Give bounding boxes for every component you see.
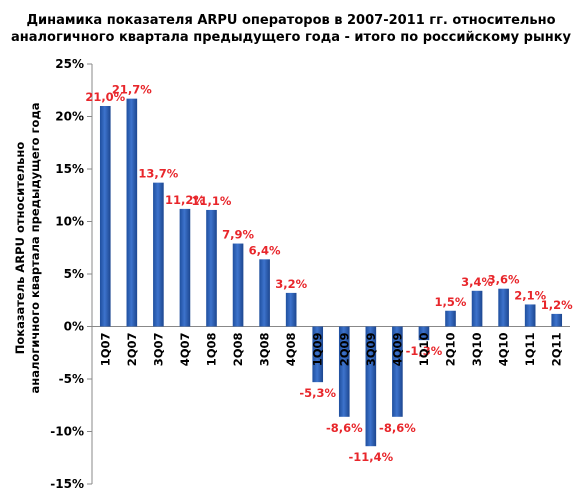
data-label: -8,6% <box>379 421 416 435</box>
bar <box>259 259 270 327</box>
axes <box>87 63 570 485</box>
x-tick-label: 4Q08 <box>284 333 298 367</box>
data-label: 21,7% <box>112 83 152 97</box>
data-label: 1,2% <box>541 298 573 312</box>
data-label: 11,2% <box>165 193 205 207</box>
data-label: -5,3% <box>299 386 336 400</box>
y-tick-label: -5% <box>59 372 84 386</box>
y-tick-label: 25% <box>55 57 84 71</box>
chart-title-line-2: аналогичного квартала предыдущего года -… <box>11 30 571 45</box>
y-tick-label: 5% <box>64 267 84 281</box>
data-label: 3,6% <box>488 273 520 287</box>
bar <box>524 304 536 327</box>
y-tick-label: -10% <box>50 425 84 439</box>
x-tick-label: 1Q09 <box>311 333 325 367</box>
data-label: 13,7% <box>138 167 178 181</box>
x-tick-label: 3Q08 <box>258 333 272 367</box>
bars <box>99 98 563 447</box>
y-tick-label: 10% <box>55 215 84 229</box>
y-tick-label: 15% <box>55 162 84 176</box>
bar <box>232 243 244 327</box>
bar <box>338 326 350 417</box>
data-label: 21,0% <box>85 90 125 104</box>
x-tick-label: 4Q09 <box>390 333 404 367</box>
bar <box>99 106 111 327</box>
y-tick-label: 20% <box>55 110 84 124</box>
bar <box>392 326 403 417</box>
y-tick-label: -15% <box>50 477 84 491</box>
bar <box>285 292 297 327</box>
bar <box>471 290 483 327</box>
bar <box>498 288 509 327</box>
x-tick-label: 4Q10 <box>497 332 511 366</box>
x-tick-label: 2Q10 <box>444 333 458 367</box>
data-label: 2,1% <box>514 288 546 302</box>
x-tick-label: 1Q11 <box>523 333 537 367</box>
x-tick-label: 3Q07 <box>151 333 165 367</box>
x-tick-labels: 1Q07 2Q07 3Q07 4Q07 1Q08 2Q08 3Q08 4Q08 1Q09 2Q09… <box>98 332 563 366</box>
x-tick-label: 3Q09 <box>364 333 378 367</box>
data-label: -1,3% <box>406 344 443 358</box>
x-tick-label: 2Q11 <box>550 333 564 367</box>
bar <box>365 326 377 447</box>
bar <box>418 326 430 341</box>
y-tick-labels: 25% 20% 15% 10% 5% 0% -5% -10% -15% <box>50 57 84 491</box>
data-label: 3,2% <box>275 277 307 291</box>
x-tick-label: 3Q10 <box>470 333 484 367</box>
bar <box>153 182 164 327</box>
data-label: 7,9% <box>222 228 254 242</box>
x-tick-label: 2Q07 <box>125 333 139 367</box>
bar <box>126 98 138 327</box>
x-tick-label: 2Q08 <box>231 333 245 367</box>
bar <box>445 310 456 327</box>
x-tick-label: 1Q07 <box>98 333 112 367</box>
bar <box>179 208 191 327</box>
x-tick-label: 1Q08 <box>205 333 219 367</box>
data-label: 3,4% <box>461 275 493 289</box>
bar <box>551 313 563 327</box>
y-tick-label: 0% <box>64 320 84 334</box>
data-label: -8,6% <box>326 421 363 435</box>
data-labels: 21,0%21,7% 13,7% 11,2%11,1% 7,9%6,4% 3,2% -5,… <box>85 83 573 465</box>
bar <box>206 209 217 327</box>
chart-title-line-1: Динамика показателя ARPU операторов в 20… <box>26 13 556 28</box>
bar <box>312 326 324 383</box>
x-tick-label: 4Q07 <box>178 333 192 367</box>
data-label: -11,4% <box>348 450 393 464</box>
data-label: 11,1% <box>192 194 232 208</box>
x-tick-label: 2Q09 <box>337 333 351 367</box>
chart-title: Динамика показателя ARPU операторов в 20… <box>0 12 582 46</box>
data-label: 1,5% <box>435 295 467 309</box>
data-label: 6,4% <box>249 243 281 257</box>
x-tick-label: 1Q10 <box>417 333 431 367</box>
